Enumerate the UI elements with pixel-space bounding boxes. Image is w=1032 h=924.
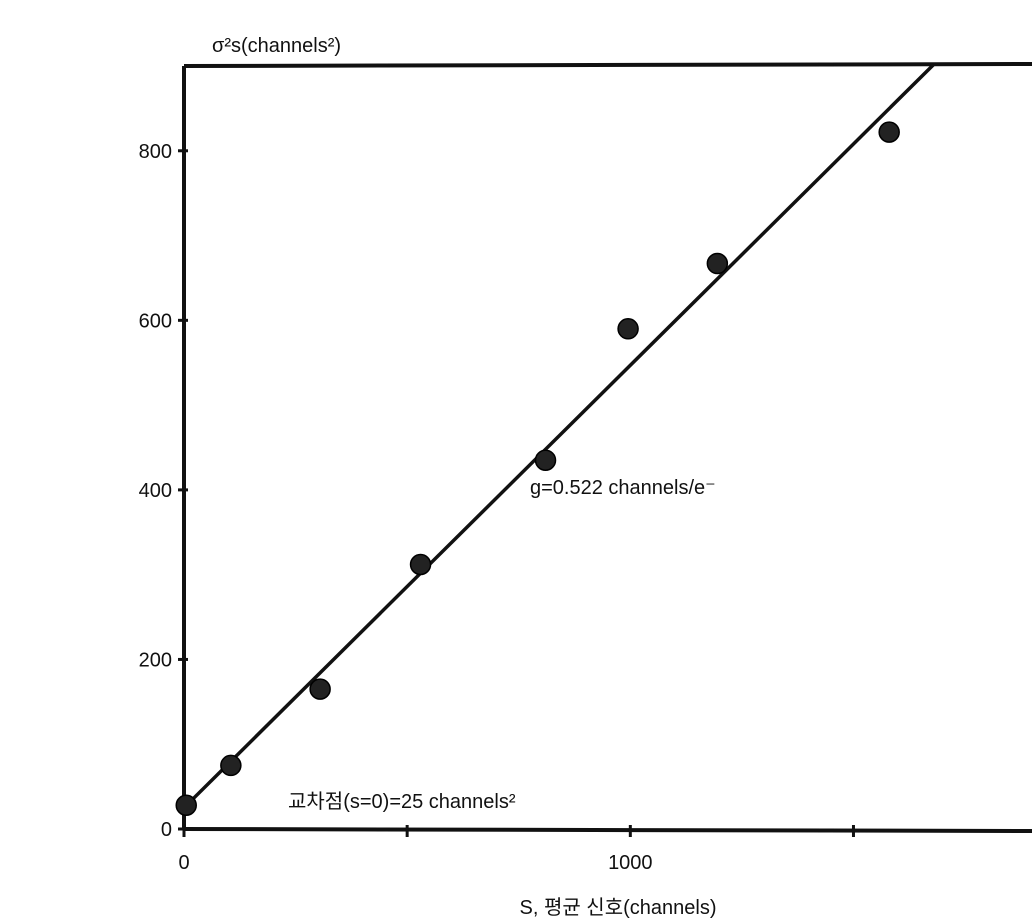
y-tick-label: 0 <box>161 819 172 841</box>
data-point <box>220 754 242 777</box>
data-point <box>617 318 639 340</box>
data-point <box>409 553 432 576</box>
data-point <box>878 121 900 143</box>
axis-ticks: 0 200 400 600 800 0 1000 <box>139 141 855 874</box>
x-tick-label: 0 <box>178 852 189 874</box>
gain-annotation: g=0.522 channels/e⁻ <box>530 477 716 499</box>
data-point <box>706 252 729 275</box>
y-tick-label: 200 <box>139 649 172 671</box>
y-tick-label: 600 <box>139 310 172 332</box>
data-point <box>175 794 197 817</box>
x-axis-title: S, 평균 신호(channels) <box>520 896 717 919</box>
intercept-annotation: 교차점(s=0)=25 channels² <box>288 790 516 813</box>
data-point <box>534 449 557 471</box>
fit-line <box>182 63 936 810</box>
x-tick-label: 1000 <box>608 852 653 874</box>
y-tick-label: 800 <box>139 141 172 163</box>
fit-line-group <box>182 63 936 810</box>
x-axis-line <box>183 827 1032 833</box>
data-point <box>309 678 331 700</box>
y-axis-title: σ²s(channels²) <box>212 35 341 57</box>
plot-frame <box>182 62 1032 833</box>
y-tick-label: 400 <box>139 480 172 502</box>
top-frame-line <box>183 62 1032 68</box>
data-points <box>175 121 900 817</box>
